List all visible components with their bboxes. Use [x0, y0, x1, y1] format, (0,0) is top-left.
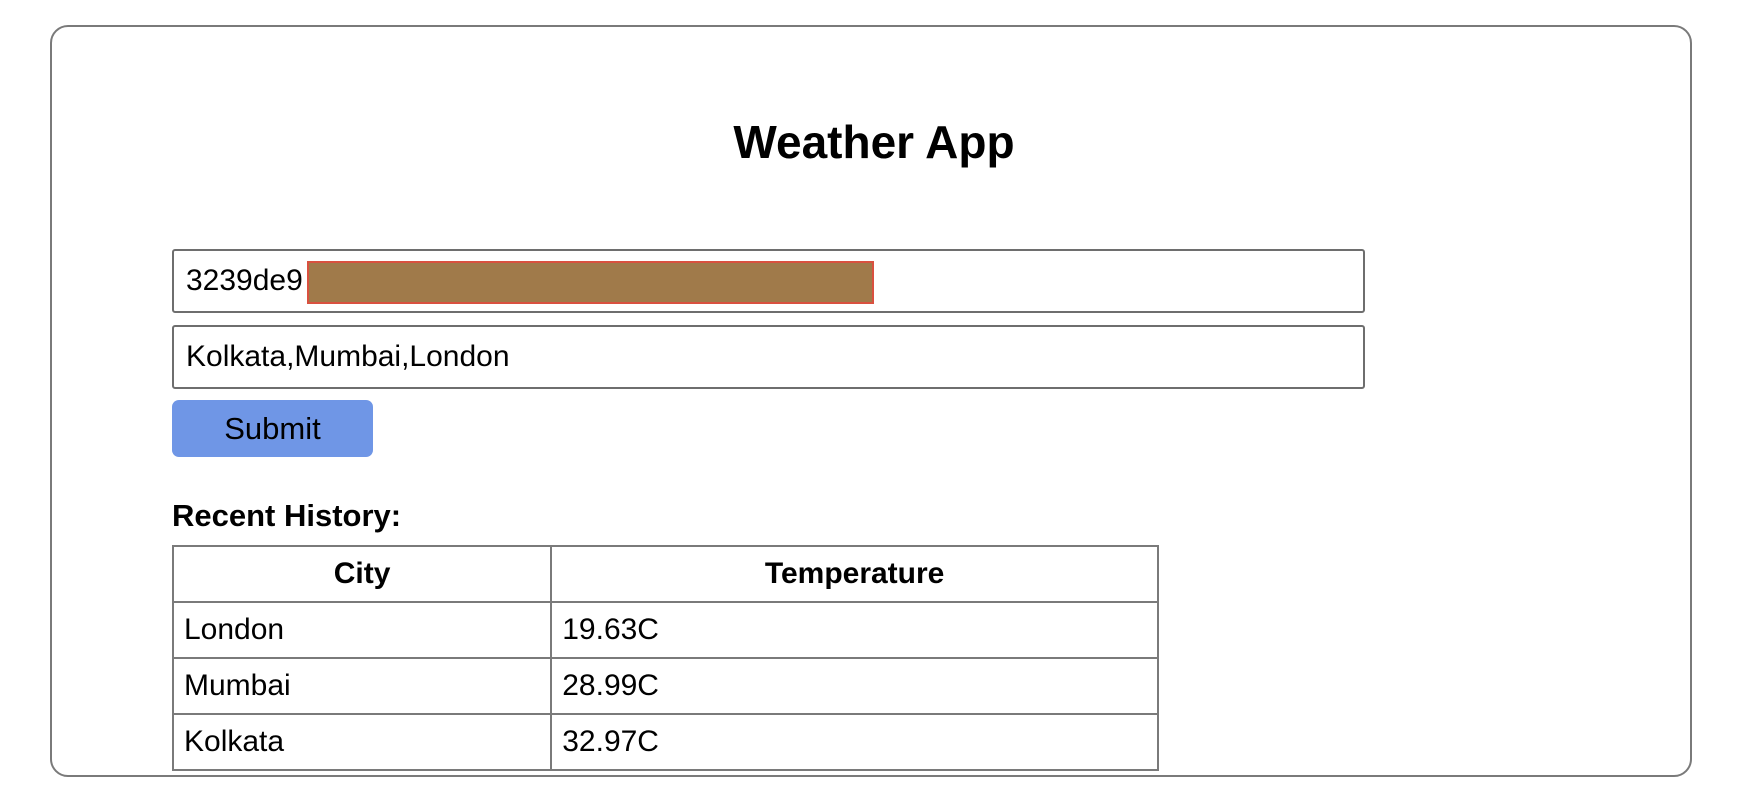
column-header-temperature: Temperature: [550, 545, 1159, 603]
submit-button[interactable]: Submit: [172, 400, 373, 457]
city-cell: Mumbai: [171, 657, 553, 715]
temperature-cell: 28.99C: [550, 657, 1159, 715]
column-header-city: City: [171, 545, 553, 603]
history-table: City Temperature London 19.63C Mumbai 28…: [171, 545, 1159, 771]
table-row: Mumbai 28.99C: [171, 657, 1159, 715]
table-row: Kolkata 32.97C: [171, 713, 1159, 771]
history-heading: Recent History:: [172, 498, 402, 533]
table-header-row: City Temperature: [171, 545, 1159, 603]
api-key-input[interactable]: [172, 249, 1365, 313]
city-cell: London: [171, 601, 553, 659]
temperature-cell: 19.63C: [550, 601, 1159, 659]
page-title: Weather App: [733, 116, 1015, 168]
table-row: London 19.63C: [171, 601, 1159, 659]
temperature-cell: 32.97C: [550, 713, 1159, 771]
weather-app-card: Weather App Submit Recent History: City …: [50, 25, 1692, 777]
city-cell: Kolkata: [171, 713, 553, 771]
cities-input[interactable]: [172, 325, 1365, 389]
